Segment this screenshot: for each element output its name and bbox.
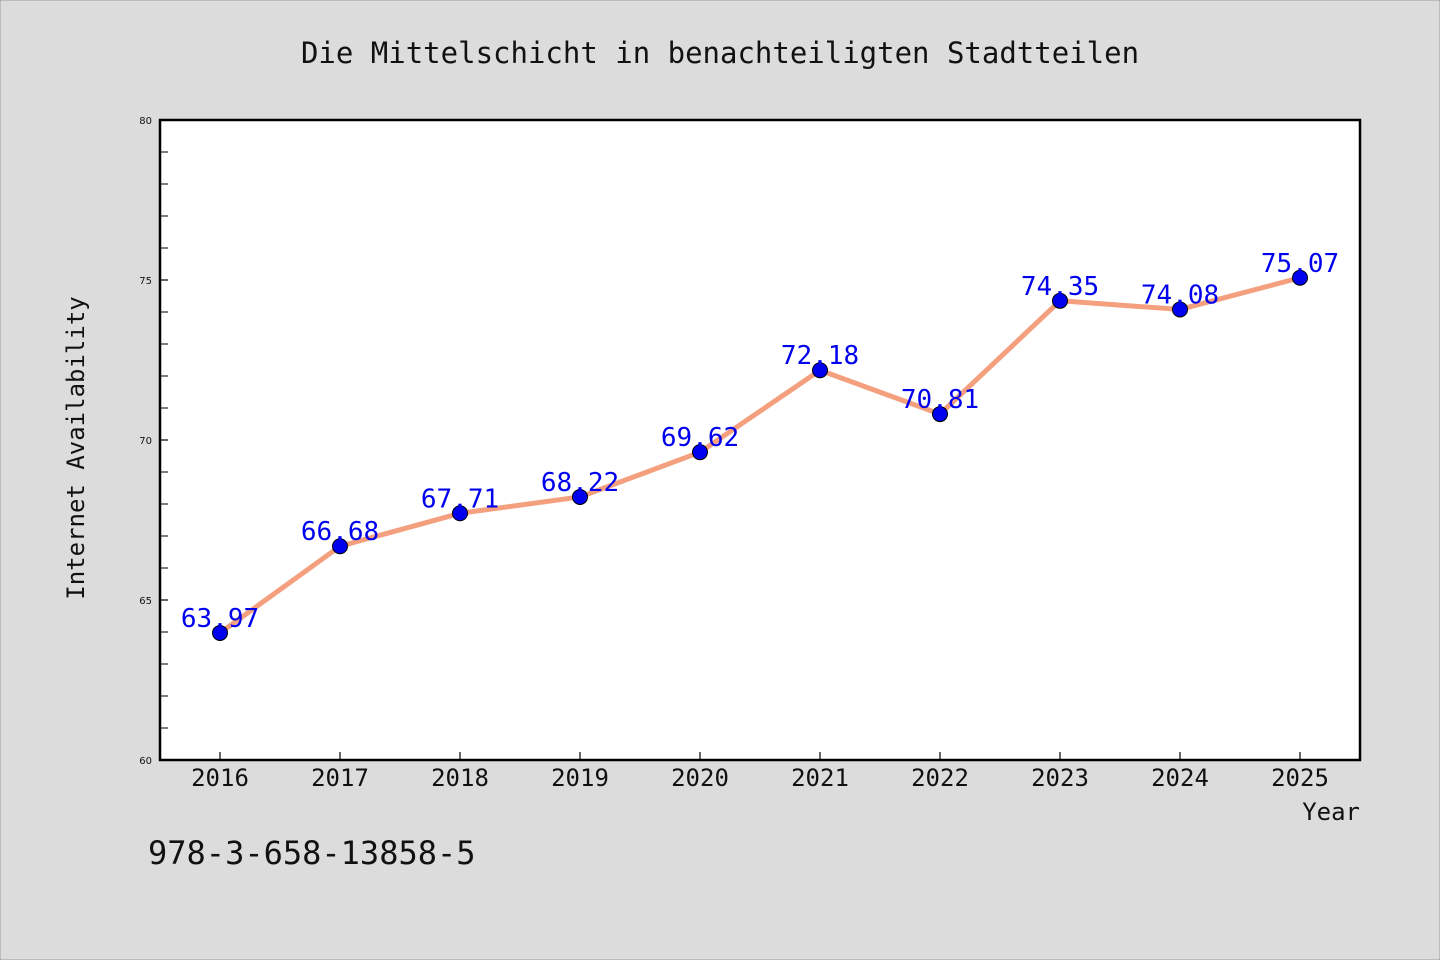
data-labels: 63.97 66.68 67.71 68.22 69.62 72.18 70.81 74.35… bbox=[181, 249, 1339, 634]
data-point bbox=[932, 406, 948, 423]
x-tick-label: 2019 bbox=[551, 764, 609, 792]
x-tick-label: 2018 bbox=[431, 764, 489, 792]
x-tick-label: 2022 bbox=[911, 764, 969, 792]
series-line bbox=[217, 275, 1303, 636]
data-point bbox=[332, 538, 348, 555]
y-tick-label: 60 bbox=[139, 756, 152, 767]
data-point bbox=[452, 505, 468, 522]
data-point bbox=[692, 444, 708, 461]
data-point bbox=[212, 624, 228, 641]
data-label: 74.35 bbox=[1021, 272, 1099, 302]
data-label: 70.81 bbox=[901, 385, 979, 415]
y-tick-label: 75 bbox=[139, 276, 152, 287]
data-markers bbox=[212, 269, 1308, 641]
data-point bbox=[1052, 292, 1068, 309]
x-tick-label: 2025 bbox=[1271, 764, 1329, 792]
data-label: 66.68 bbox=[301, 517, 379, 547]
data-label: 67.71 bbox=[421, 484, 499, 514]
x-axis-label: Year bbox=[1302, 798, 1360, 826]
data-point bbox=[1172, 301, 1188, 318]
data-label: 72.18 bbox=[781, 341, 859, 371]
x-tick-label: 2024 bbox=[1151, 764, 1209, 792]
x-axis-ticks: 2016 2017 2018 2019 2020 2021 2022 2023 2024 2025 bbox=[191, 752, 1329, 792]
x-tick-label: 2016 bbox=[191, 764, 249, 792]
x-tick-label: 2017 bbox=[311, 764, 369, 792]
x-tick-label: 2020 bbox=[671, 764, 729, 792]
data-label: 68.22 bbox=[541, 468, 619, 498]
data-point bbox=[1292, 269, 1308, 286]
data-label: 69.62 bbox=[661, 423, 739, 453]
data-point bbox=[812, 362, 828, 379]
y-tick-label: 80 bbox=[139, 116, 152, 127]
plot-area bbox=[160, 120, 1360, 760]
data-point bbox=[572, 488, 588, 505]
plot-frame bbox=[158, 118, 1362, 762]
y-axis-label: Internet Availability bbox=[62, 296, 90, 599]
data-label: 75.07 bbox=[1261, 249, 1339, 279]
chart-title: Die Mittelschicht in benachteiligten Sta… bbox=[301, 36, 1139, 70]
data-label: 63.97 bbox=[181, 604, 259, 634]
x-tick-label: 2021 bbox=[791, 764, 849, 792]
y-tick-label: 70 bbox=[139, 436, 152, 447]
y-axis-ticks: 60 65 70 75 80 bbox=[139, 116, 168, 767]
data-label: 74.08 bbox=[1141, 280, 1219, 310]
x-tick-label: 2023 bbox=[1031, 764, 1089, 792]
y-tick-label: 65 bbox=[139, 596, 152, 607]
footer-isbn: 978-3-658-13858-5 bbox=[148, 834, 476, 872]
